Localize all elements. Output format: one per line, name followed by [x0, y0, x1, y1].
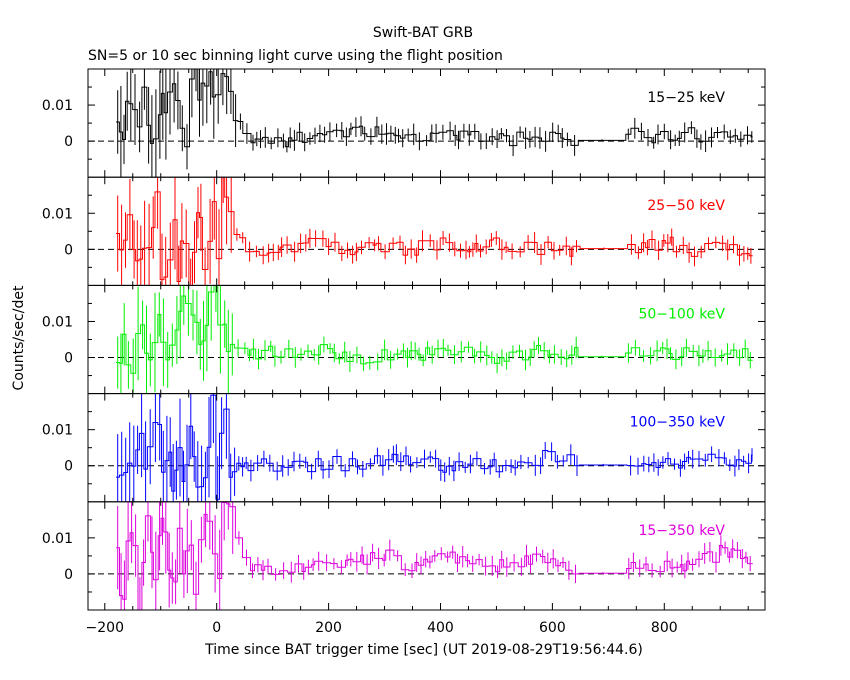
light-curve-line: [116, 394, 753, 500]
x-tick-label: 600: [539, 620, 566, 636]
x-tick-label: 400: [427, 620, 454, 636]
panel-label: 15−350 keV: [638, 523, 725, 539]
x-tick-label: 200: [315, 620, 342, 636]
panel-label: 50−100 keV: [638, 306, 725, 322]
series-3: [116, 285, 753, 394]
panel-frame: [87, 284, 766, 395]
series-4: [116, 393, 753, 502]
chart-title: Swift-BAT GRB: [373, 25, 473, 41]
light-curve-line: [116, 69, 753, 148]
y-tick-label: 0.01: [42, 98, 73, 114]
chart-subtitle: SN=5 or 10 sec binning light curve using…: [88, 48, 503, 64]
series-5: [116, 501, 753, 610]
y-axis-label: Counts/sec/det: [11, 285, 27, 390]
error-bars: [117, 501, 751, 610]
panel-3: 0 0.01 50−100 keV: [42, 284, 766, 395]
y-tick-label: 0: [64, 242, 73, 258]
error-bars: [117, 393, 753, 502]
light-curve-line: [116, 502, 753, 610]
series-2: [116, 177, 753, 286]
y-tick-label: 0.01: [42, 423, 73, 439]
x-tick-label: 800: [651, 620, 678, 636]
x-axis-label: Time since BAT trigger time [sec] (UT 20…: [204, 642, 643, 658]
y-tick-label: 0: [64, 134, 73, 150]
panel-5: 0 0.01 15−350 keV: [42, 501, 766, 611]
panel-label: 25−50 keV: [647, 198, 725, 214]
series-1: [116, 69, 753, 178]
panel-label: 100−350 keV: [630, 415, 726, 431]
y-tick-label: 0.01: [42, 314, 73, 330]
x-tick-label: 0: [212, 620, 221, 636]
panel-label: 15−25 keV: [647, 90, 725, 106]
panel-4: 0 0.01 100−350 keV: [42, 393, 766, 503]
panel-2: 0 0.01 25−50 keV: [42, 176, 766, 286]
panel-frame: [87, 501, 766, 611]
y-tick-label: 0: [64, 567, 73, 583]
y-tick-label: 0: [64, 351, 73, 367]
light-curve-line: [116, 285, 753, 374]
y-tick-label: 0: [64, 459, 73, 475]
y-tick-label: 0.01: [42, 206, 73, 222]
light-curve-line: [116, 177, 753, 286]
panel-frame: [87, 176, 766, 286]
x-tick-label: −200: [86, 620, 124, 636]
y-tick-label: 0.01: [42, 531, 73, 547]
error-bars: [117, 285, 751, 394]
panels-group: 0 0.01 15−25 keV 0 0.01 25−50 keV 0 0.01 50−100 …: [42, 68, 766, 636]
